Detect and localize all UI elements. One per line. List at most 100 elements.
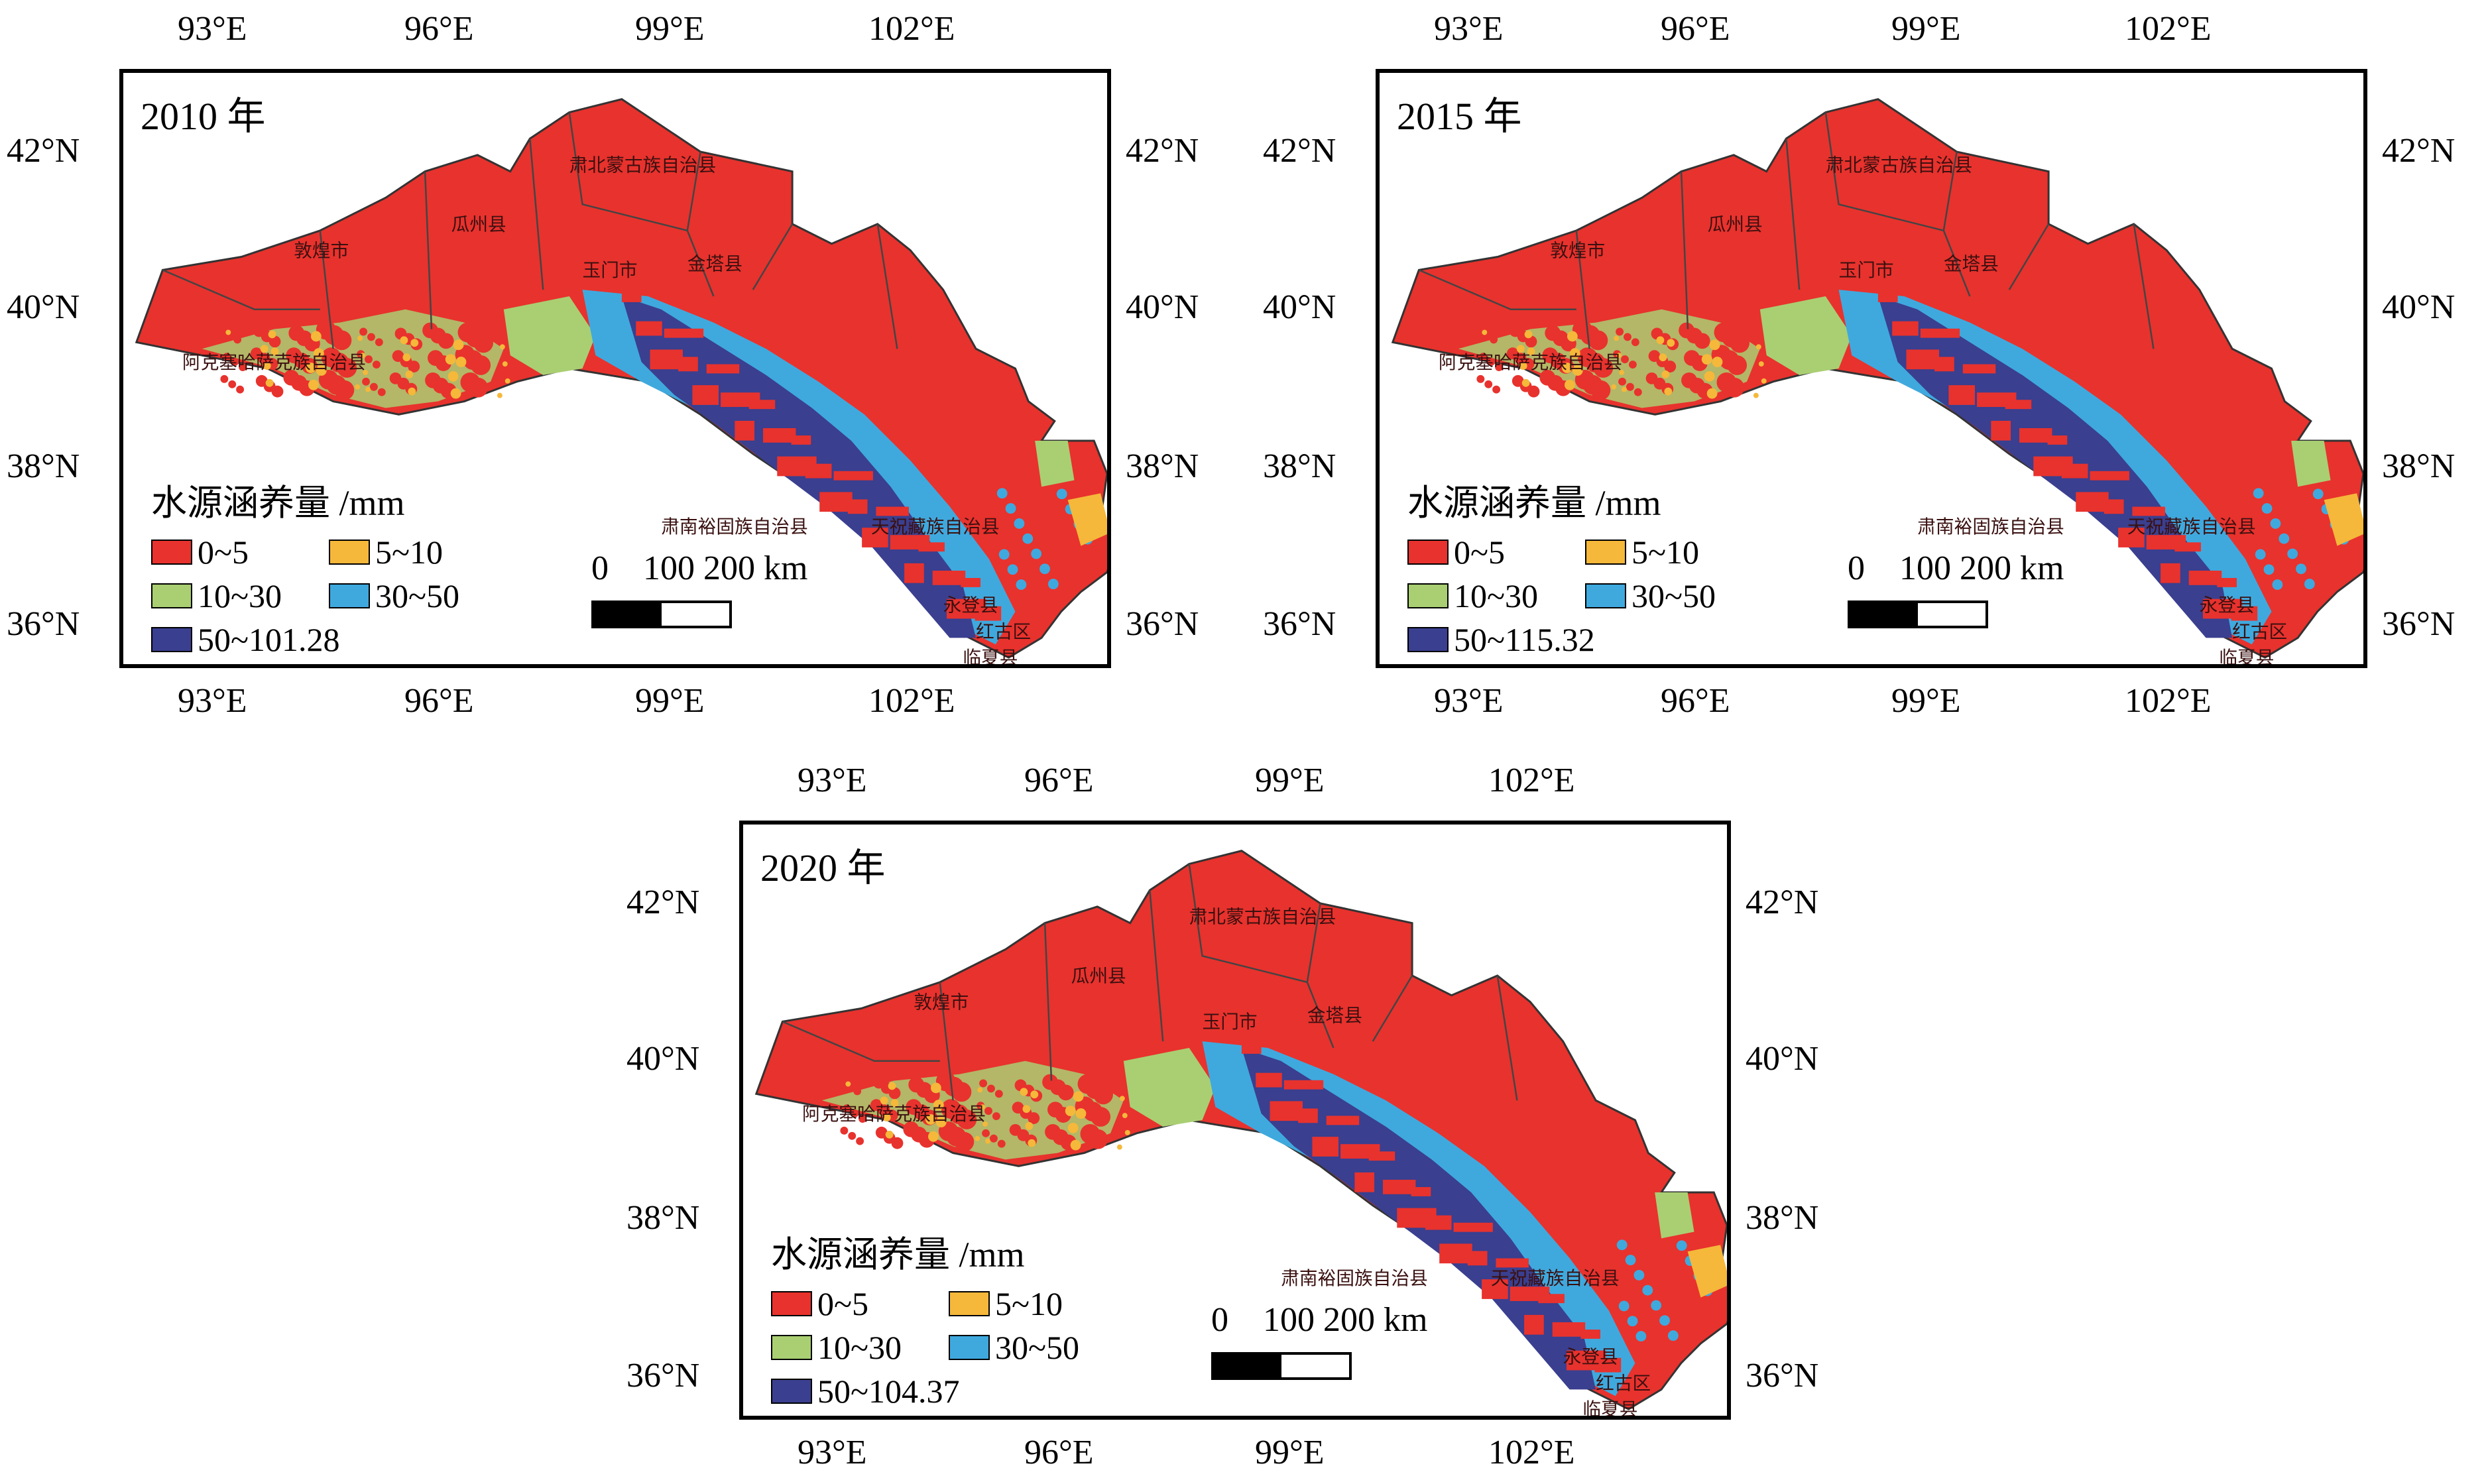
- speck: [1453, 1222, 1493, 1232]
- speck: [847, 499, 868, 514]
- speck: [2019, 428, 2052, 443]
- bottom-tick-label: 99°E: [1891, 682, 1961, 720]
- speck: [2161, 563, 2180, 583]
- speck: [997, 1139, 1006, 1148]
- speck: [223, 353, 231, 361]
- speck: [621, 293, 642, 302]
- year-label: 2020 年: [760, 846, 886, 889]
- speck: [450, 388, 461, 399]
- speck: [891, 1137, 904, 1149]
- speck: [1538, 1294, 1565, 1304]
- county-boundary: [1942, 151, 1971, 297]
- speck: [1411, 1187, 1431, 1196]
- county-boundary: [1306, 903, 1334, 1049]
- speck: [1283, 1080, 1324, 1090]
- speck: [977, 1087, 983, 1093]
- speck: [1007, 564, 1018, 575]
- speck: [1490, 335, 1498, 344]
- right-lat-label: 36°N: [2382, 605, 2456, 643]
- speck: [1633, 388, 1642, 396]
- speck: [880, 1096, 888, 1105]
- speck: [1516, 345, 1525, 353]
- speck: [985, 1138, 990, 1144]
- speck: [2118, 528, 2145, 547]
- speck: [1948, 385, 1976, 405]
- county-label: 玉门市: [1203, 1011, 1258, 1033]
- county-label: 金塔县: [1944, 253, 1999, 274]
- county-boundary: [1680, 171, 1689, 329]
- legend-item-10-30: 10~30: [771, 1331, 902, 1364]
- speck: [438, 333, 454, 349]
- speck: [2255, 549, 2266, 560]
- speck: [845, 1081, 851, 1087]
- class-5-10-east: [2324, 493, 2363, 546]
- speck: [1594, 1357, 1622, 1373]
- right-lat-label: 40°N: [1126, 288, 1199, 326]
- right-lat-label: 40°N: [1746, 1040, 1819, 1078]
- speck: [925, 1114, 936, 1125]
- speck: [2263, 564, 2275, 575]
- speck: [365, 386, 371, 392]
- bottom-tick-label: 96°E: [1024, 1434, 1094, 1471]
- speck: [1479, 353, 1488, 361]
- speck: [979, 1079, 988, 1088]
- speck: [890, 1099, 899, 1108]
- speck: [2253, 488, 2264, 499]
- speck: [1906, 349, 1939, 370]
- top-tick-label: 93°E: [178, 10, 247, 48]
- legend-item-10-30: 10~30: [151, 579, 282, 612]
- scale-bar-label: 0 100 200 km: [591, 549, 808, 587]
- county-label: 天祝藏族自治县: [2127, 516, 2256, 538]
- speck: [1727, 355, 1748, 375]
- speck: [239, 363, 247, 371]
- county-boundary: [1785, 139, 1801, 290]
- speck: [334, 380, 355, 400]
- speck: [1625, 1255, 1636, 1266]
- county-label: 永登县: [1563, 1346, 1618, 1368]
- class-10-30-central: [1123, 1047, 1216, 1127]
- bottom-tick-label: 93°E: [178, 682, 247, 720]
- speck: [998, 549, 1010, 560]
- left-lat-label: 42°N: [626, 884, 700, 921]
- legend-title: 水源涵养量 /mm: [771, 1235, 1025, 1275]
- county-label: 临夏县: [1582, 1398, 1637, 1416]
- speck: [1614, 335, 1620, 341]
- county-label: 肃北蒙古族自治县: [569, 154, 717, 176]
- scale-bar-label: 0 100 200 km: [1211, 1301, 1428, 1339]
- speck: [1616, 327, 1624, 336]
- speck: [1564, 379, 1575, 390]
- speck: [375, 338, 383, 347]
- speck: [1091, 1107, 1111, 1127]
- speck: [840, 1126, 849, 1135]
- speck: [1496, 1258, 1529, 1268]
- speck: [1368, 1151, 1395, 1161]
- bottom-tick-label: 99°E: [635, 682, 705, 720]
- speck: [271, 385, 284, 398]
- county-boundary: [529, 139, 544, 290]
- county-label: 肃北蒙古族自治县: [1189, 906, 1336, 928]
- speck: [1659, 353, 1667, 362]
- county-label: 永登县: [2200, 595, 2255, 616]
- county-label: 肃南裕固族自治县: [1917, 516, 2064, 538]
- county-label: 瓜州县: [1708, 213, 1763, 235]
- county-boundary: [1418, 269, 1576, 311]
- speck: [360, 353, 366, 359]
- speck: [1755, 344, 1761, 350]
- speck: [1527, 347, 1535, 356]
- county-boundary: [2008, 223, 2050, 290]
- speck: [1270, 1101, 1303, 1121]
- speck: [1057, 1084, 1074, 1101]
- speck: [372, 361, 381, 369]
- speck: [951, 1082, 972, 1102]
- speck: [2104, 499, 2124, 514]
- speck: [1484, 380, 1493, 388]
- speck: [1622, 386, 1627, 392]
- speck: [1753, 392, 1759, 398]
- legend-item-50-max: 50~104.37: [771, 1375, 960, 1408]
- speck: [1920, 328, 1960, 338]
- speck: [2231, 606, 2258, 621]
- speck: [402, 353, 411, 362]
- county-boundary: [1372, 975, 1413, 1042]
- speck: [1656, 336, 1665, 345]
- map-frame: 肃北蒙古族自治县 瓜州县 敦煌市 玉门市 金塔县 阿克塞哈萨克族自治县 肃南裕固族自治县 天祝…: [1376, 69, 2367, 668]
